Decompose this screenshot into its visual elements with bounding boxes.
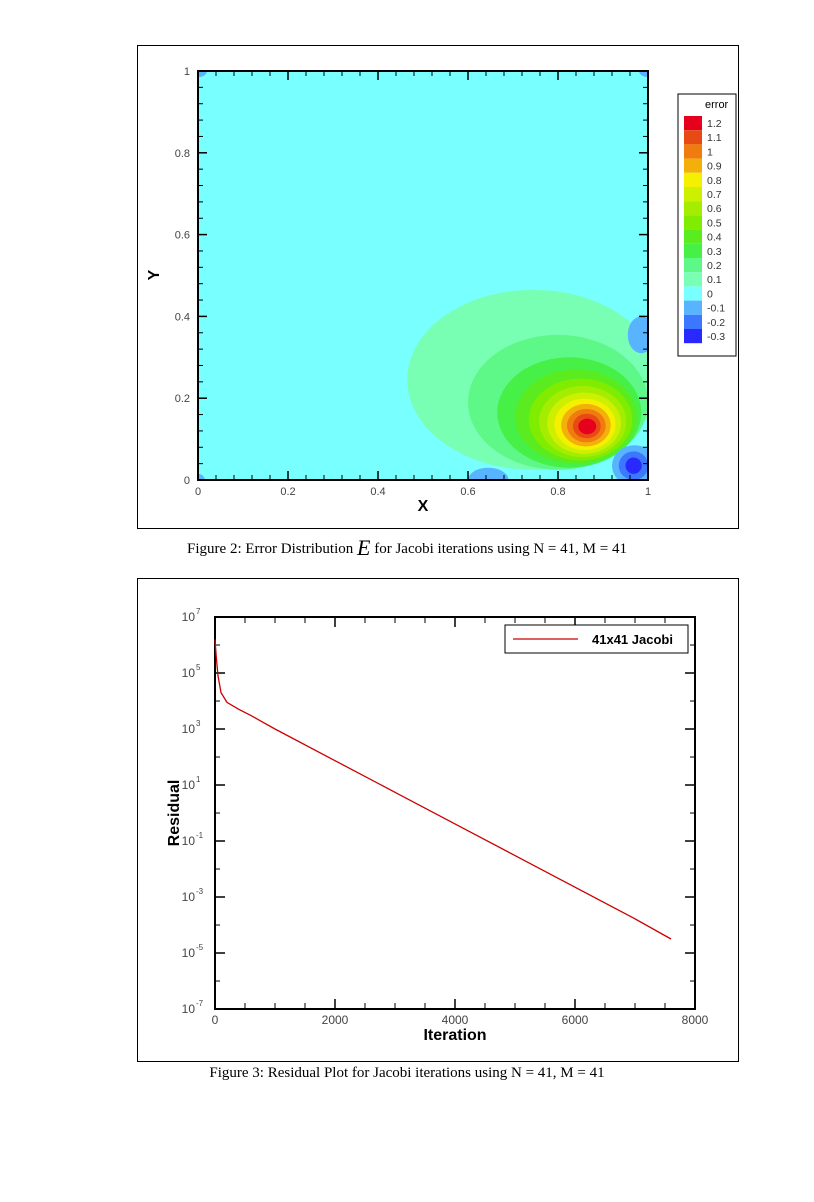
legend-level-label: 0.6	[707, 203, 722, 215]
legend-swatch	[684, 201, 702, 216]
y-tick-label: 0.8	[175, 148, 190, 160]
x-tick-label: 0.2	[280, 486, 295, 498]
y-tick-label: 10	[182, 1002, 196, 1016]
y-tick-label: 0.4	[175, 311, 190, 323]
y-tick-exponent: 5	[196, 663, 201, 672]
figure-2-caption-prefix: Figure 2: Error Distribution	[187, 541, 354, 557]
legend-title: error	[705, 99, 729, 111]
legend-level-label: 0.4	[707, 232, 722, 244]
y-tick-exponent: -7	[196, 999, 204, 1008]
legend-level-label: 0.5	[707, 217, 722, 229]
negative-error-region	[625, 457, 642, 474]
y-tick-label: 10	[182, 834, 196, 848]
legend-level-label: 0.3	[707, 246, 722, 258]
legend-swatch	[684, 144, 702, 159]
y-tick-label: 10	[182, 890, 196, 904]
y-tick-label: 10	[182, 778, 196, 792]
plot-border	[197, 70, 649, 481]
y-tick-exponent: 1	[196, 775, 201, 784]
x-tick-label: 0.8	[550, 486, 565, 498]
legend-swatch	[684, 300, 702, 315]
y-tick-exponent: -3	[196, 887, 204, 896]
legend-level-label: 1.2	[707, 118, 722, 130]
y-tick-label: 1	[184, 66, 190, 78]
legend-level-label: -0.2	[707, 317, 725, 329]
plot-border	[214, 616, 696, 1010]
legend-swatch	[684, 258, 702, 273]
legend-level-label: 0.8	[707, 175, 722, 187]
negative-error-region	[639, 71, 648, 78]
contour-region-1_2	[578, 418, 597, 435]
legend-swatch	[684, 314, 702, 329]
figure-2-caption-suffix: for Jacobi iterations using N = 41, M = …	[374, 541, 627, 557]
legend-level-label: 0.7	[707, 189, 722, 201]
y-tick-label: 10	[182, 666, 196, 680]
residual-series-line	[214, 639, 672, 940]
legend-swatch	[684, 215, 702, 230]
figure-2-caption: Figure 2: Error Distribution E for Jacob…	[0, 535, 814, 561]
contour-legend: error 1.2 1.1 1 0.9 0.8 0.7 0.6 0.5 0.4 0.3 0.2 0.1…	[677, 93, 737, 357]
legend-swatch	[684, 116, 702, 131]
y-axis-label: Residual	[166, 780, 183, 847]
legend-level-label: -0.3	[707, 331, 725, 343]
legend-level-label: 0.9	[707, 161, 722, 173]
y-tick-label: 10	[182, 722, 196, 736]
legend-swatch	[684, 187, 702, 202]
legend-swatch	[684, 243, 702, 258]
x-tick-label: 1	[645, 486, 651, 498]
x-tick-label: 0.6	[460, 486, 475, 498]
x-tick-label: 2000	[322, 1013, 349, 1027]
figure-2-caption-symbol: E	[357, 535, 371, 560]
y-tick-label: 0	[184, 475, 190, 487]
y-tick-exponent: 3	[196, 719, 201, 728]
legend-swatch	[684, 286, 702, 301]
legend-level-label: 0	[707, 288, 713, 300]
legend-swatch	[684, 272, 702, 287]
y-tick-label: 0.2	[175, 393, 190, 405]
negative-error-region	[198, 473, 205, 480]
x-tick-label: 8000	[682, 1013, 709, 1027]
legend-level-label: 0.1	[707, 274, 722, 286]
legend-level-label: 0.2	[707, 260, 722, 272]
legend-swatch	[684, 172, 702, 187]
y-tick-label: 10	[182, 610, 196, 624]
legend-level-label: 1	[707, 146, 713, 158]
legend-swatch	[684, 158, 702, 173]
y-tick-exponent: 7	[196, 607, 201, 616]
figure-3-caption: Figure 3: Residual Plot for Jacobi itera…	[209, 1065, 605, 1081]
figure-3-frame	[137, 578, 739, 1062]
x-tick-label: 0.4	[370, 486, 385, 498]
negative-error-region	[627, 316, 648, 354]
y-axis-label: Y	[146, 269, 163, 280]
error-contour-chart: 0 0.2 0.4 0.6 0.8 1 0 0.2 0.4 0.6 0.8 1 X Y error 1…	[146, 66, 737, 515]
y-tick-label: 10	[182, 946, 196, 960]
x-tick-label: 6000	[562, 1013, 589, 1027]
x-axis-label: X	[418, 498, 429, 515]
y-tick-label: 0.6	[175, 230, 190, 242]
x-tick-label: 0	[195, 486, 201, 498]
x-axis-label: Iteration	[423, 1027, 486, 1044]
legend-swatch	[684, 229, 702, 244]
x-tick-label: 0	[212, 1013, 219, 1027]
legend-swatch	[684, 130, 702, 145]
negative-error-region	[468, 467, 509, 480]
legend-level-label: 1.1	[707, 132, 722, 144]
legend-swatch	[684, 329, 702, 344]
legend-series-label: 41x41 Jacobi	[592, 632, 673, 647]
y-tick-exponent: -1	[196, 831, 204, 840]
x-tick-label: 4000	[442, 1013, 469, 1027]
legend-level-label: -0.1	[707, 303, 725, 315]
negative-error-region	[198, 71, 207, 78]
y-tick-exponent: -5	[196, 943, 204, 952]
series-legend: 41x41 Jacobi	[504, 624, 689, 654]
